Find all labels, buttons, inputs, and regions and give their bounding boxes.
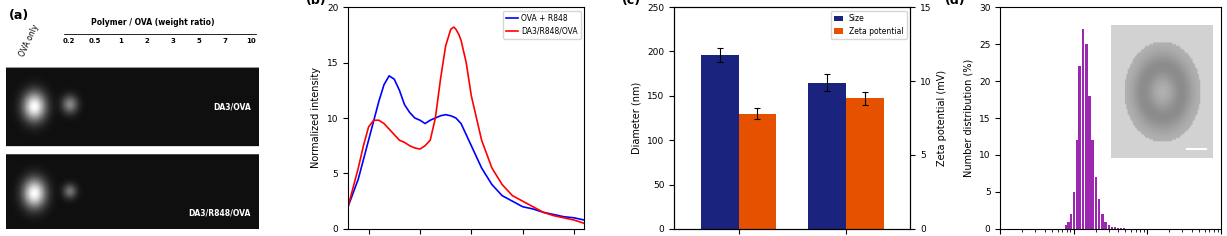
Bar [1114,228,1117,229]
Bar [1067,222,1070,229]
Text: 7: 7 [222,38,227,44]
Text: Polymer / OVA (weight ratio): Polymer / OVA (weight ratio) [91,18,213,27]
Bar [1123,228,1125,229]
Text: 10: 10 [245,38,255,44]
Y-axis label: Diameter (nm): Diameter (nm) [632,82,642,154]
Bar [1117,228,1119,229]
Text: (d): (d) [945,0,966,7]
Bar [1120,228,1123,229]
Y-axis label: Zeta potential (mV): Zeta potential (mV) [937,70,947,166]
Text: 0.5: 0.5 [88,38,102,44]
Text: (c): (c) [622,0,642,7]
Text: (a): (a) [9,9,29,22]
Bar [1070,214,1072,229]
Text: 0.2: 0.2 [63,38,75,44]
Bar [1104,222,1107,229]
Bar [1101,214,1103,229]
Bar [1110,227,1113,229]
Bar [1088,96,1091,229]
Bar [1076,140,1079,229]
Text: 1: 1 [119,38,124,44]
Text: OVA only: OVA only [17,23,40,58]
Bar [1098,199,1101,229]
Text: 2: 2 [145,38,150,44]
Bar [1065,225,1067,229]
Legend: Size, Zeta potential: Size, Zeta potential [831,11,907,39]
Bar [739,114,777,229]
Text: (b): (b) [306,0,326,7]
Bar [809,83,847,229]
Bar [1094,177,1097,229]
Text: 3: 3 [171,38,175,44]
Y-axis label: Normalized intensity: Normalized intensity [312,67,321,169]
Bar [701,55,739,229]
Bar [1108,225,1110,229]
Bar [1079,66,1081,229]
Bar [1082,29,1085,229]
Legend: OVA + R848, DA3/R848/OVA: OVA + R848, DA3/R848/OVA [503,11,580,39]
Bar [1072,192,1075,229]
Bar [1091,140,1093,229]
Text: DA3/OVA: DA3/OVA [213,102,250,111]
Bar [847,98,883,229]
Bar [1085,44,1087,229]
Y-axis label: Number distribution (%): Number distribution (%) [963,59,973,177]
Text: DA3/R848/OVA: DA3/R848/OVA [188,209,250,218]
Text: 5: 5 [196,38,201,44]
